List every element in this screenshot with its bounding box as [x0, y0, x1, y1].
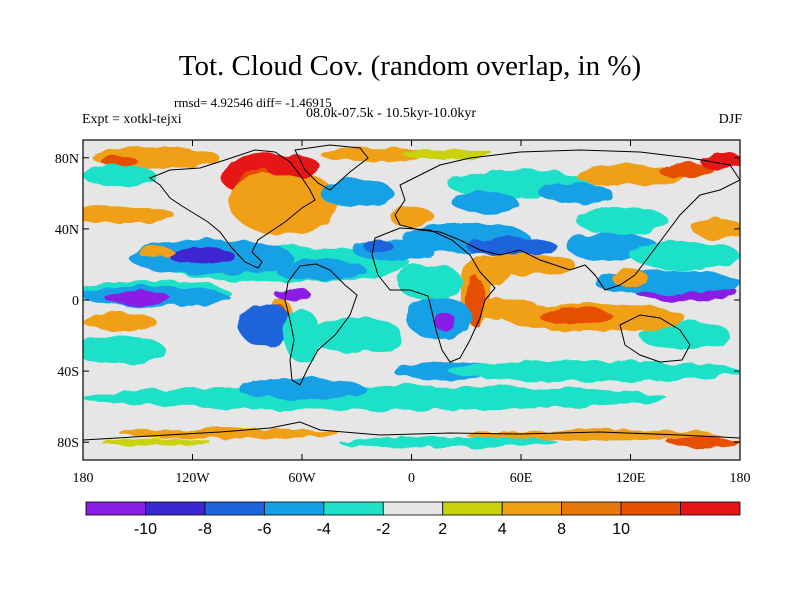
anomaly-region-23 — [448, 360, 740, 382]
anomaly-region-15 — [311, 317, 403, 354]
experiment-label: Expt = xotkl-tejxi — [82, 112, 182, 127]
anomaly-region-51 — [229, 170, 339, 235]
anomaly-region-36 — [475, 262, 512, 285]
anomaly-region-65 — [451, 191, 518, 213]
lon-tick-label-3: 0 — [408, 471, 415, 486]
anomaly-region-42 — [692, 218, 740, 240]
anomaly-region-60 — [466, 429, 722, 441]
colorbar-box-7 — [501, 501, 563, 516]
anomaly-region-55 — [402, 148, 494, 160]
anomaly-region-12 — [137, 246, 175, 258]
lon-tick-label-0: 180 — [73, 471, 94, 486]
anomaly-region-58 — [101, 156, 138, 167]
anomaly-region-45 — [539, 182, 613, 204]
colorbar-box-0 — [85, 501, 146, 516]
colorbar-box-10 — [680, 501, 741, 516]
anomaly-region-54 — [320, 147, 430, 162]
colorbar-label-0: -10 — [134, 521, 157, 538]
anomaly-region-24 — [639, 321, 731, 350]
period-label: 08.0k-07.5k - 10.5kyr-10.0kyr — [306, 106, 477, 121]
anomaly-region-57 — [83, 164, 156, 187]
south-america-outline — [284, 263, 358, 386]
anomaly-region-7 — [83, 335, 166, 364]
colorbar-label-8: 10 — [612, 521, 630, 538]
lon-tick-label-2: 60W — [288, 471, 316, 486]
anomaly-region-34 — [466, 237, 558, 256]
north-america-outline — [148, 149, 316, 269]
colorbar-label-6: 4 — [498, 521, 507, 538]
coastlines — [83, 144, 740, 441]
colorbar-label-1: -8 — [198, 521, 212, 538]
australia-outline — [619, 314, 691, 363]
colorbar: -10 -8 -6 -4 -2 2 4 8 10 — [85, 501, 741, 538]
colorbar-label-2: -6 — [257, 521, 271, 538]
anomaly-region-8 — [83, 312, 156, 331]
plot-title: Tot. Cloud Cov. (random overlap, in %) — [178, 50, 642, 82]
antarctica-outline — [83, 421, 740, 441]
anomaly-region-32 — [396, 264, 463, 300]
lat-tick-label-1: 40N — [55, 223, 79, 238]
lon-tick-label-5: 120E — [616, 471, 646, 486]
colorbar-box-5 — [382, 501, 444, 516]
anomaly-region-39 — [630, 241, 740, 270]
lat-tick-label-3: 40S — [57, 365, 79, 380]
colorbar-label-7: 8 — [557, 521, 566, 538]
colorbar-label-4: -2 — [376, 521, 390, 538]
anomaly-region-47 — [657, 163, 713, 178]
colorbar-label-5: 2 — [438, 521, 447, 538]
lon-tick-label-6: 180 — [730, 471, 751, 486]
colorbar-box-1 — [145, 501, 206, 516]
lat-tick-label-2: 0 — [72, 294, 79, 309]
anomaly-region-21 — [238, 378, 366, 400]
season-label: DJF — [718, 112, 742, 127]
anomaly-region-3 — [168, 246, 235, 265]
colorbar-box-9 — [620, 501, 681, 516]
anomaly-region-61 — [667, 436, 740, 448]
anomaly-region-59 — [119, 428, 339, 439]
latitude-axis: 80N 40N 0 40S 80S — [55, 152, 740, 451]
colorbar-box-8 — [561, 501, 622, 516]
stats-text: rmsd= 4.92546 diff= -1.46915 — [174, 95, 332, 110]
anomaly-region-11 — [83, 205, 175, 224]
colorbar-box-3 — [263, 501, 325, 516]
colorbar-box-6 — [442, 501, 503, 516]
anomaly-region-62 — [101, 438, 211, 446]
anomaly-region-52 — [265, 156, 321, 178]
anomaly-region-26 — [539, 307, 613, 325]
colorbar-box-2 — [204, 501, 265, 516]
anomaly-region-53 — [320, 179, 394, 208]
anomaly-region-31 — [433, 312, 456, 331]
anomaly-region-43 — [612, 269, 649, 288]
eurasia-outline — [394, 149, 740, 291]
anomaly-region-64 — [389, 205, 434, 228]
anomaly-region-18 — [238, 303, 293, 347]
longitude-axis: 180 120W 60W 0 60E 120E 180 — [73, 140, 751, 486]
colorbar-box-4 — [323, 501, 384, 516]
lon-tick-label-4: 60E — [510, 471, 533, 486]
anomaly-regions — [83, 147, 740, 448]
anomaly-region-19 — [283, 308, 321, 363]
anomaly-region-20 — [83, 385, 667, 411]
anomaly-region-63 — [338, 436, 558, 448]
anomaly-region-16 — [274, 289, 312, 300]
anomaly-region-4 — [274, 259, 366, 281]
lat-tick-label-4: 80S — [57, 436, 79, 451]
greenland-outline — [294, 144, 369, 191]
anomaly-region-14 — [364, 239, 394, 254]
lat-tick-label-0: 80N — [55, 152, 79, 167]
africa-outline — [371, 227, 496, 363]
anomaly-region-38 — [575, 205, 667, 235]
lon-tick-label-1: 120W — [175, 471, 210, 486]
colorbar-label-3: -4 — [317, 521, 331, 538]
anomaly-region-6 — [104, 291, 171, 306]
